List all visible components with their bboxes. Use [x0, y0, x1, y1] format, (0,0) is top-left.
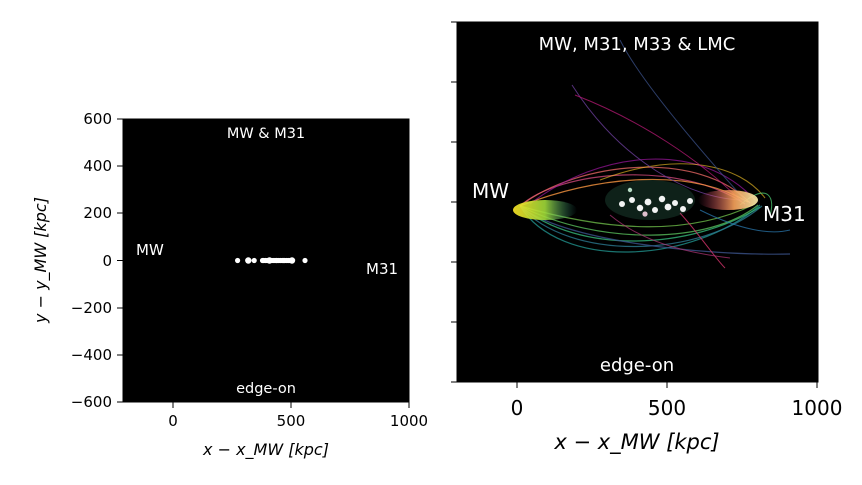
left-xtick-label: 1000 — [390, 412, 428, 430]
right-xtick-label: 1000 — [792, 396, 843, 420]
left-ytick-label: −400 — [71, 346, 112, 364]
left-chart: MW & M31 edge-on MW M31 600 400 200 0 −2… — [31, 110, 428, 460]
right-label-m31: M31 — [763, 202, 806, 226]
left-ytick-label: 400 — [83, 157, 112, 175]
right-chart-title: MW, M31, M33 & LMC — [539, 34, 736, 55]
right-label-mw: MW — [472, 179, 509, 203]
right-satellites — [619, 187, 693, 217]
left-satellite-point — [287, 257, 293, 264]
left-satellite-point — [245, 257, 252, 264]
right-x-axis: 0 500 1000 — [511, 382, 843, 420]
right-xtick-label: 0 — [511, 396, 524, 420]
right-annotation-edge-on: edge-on — [600, 355, 674, 376]
left-label-m31: M31 — [366, 260, 398, 278]
left-annotation-edge-on: edge-on — [236, 381, 296, 397]
left-satellites — [235, 257, 308, 264]
left-x-axis: 0 500 1000 — [168, 402, 428, 430]
left-satellite-point — [302, 257, 308, 264]
left-label-mw: MW — [136, 241, 164, 259]
left-xtick-label: 0 — [168, 412, 178, 430]
left-xtick-label: 500 — [277, 412, 306, 430]
left-y-axis-label: y − y_MW [kpc] — [31, 197, 51, 324]
right-plot-background — [457, 22, 818, 382]
right-y-axis — [451, 21, 457, 383]
right-chart: MW, M31, M33 & LMC edge-on MW M31 0 500 … — [451, 21, 843, 455]
left-ytick-label: 0 — [102, 252, 112, 270]
left-satellite-point — [251, 257, 257, 264]
left-ytick-label: 200 — [83, 204, 112, 222]
right-x-axis-label: x − x_MW [kpc] — [553, 430, 719, 455]
left-ytick-label: 600 — [83, 110, 112, 128]
left-y-axis: 600 400 200 0 −200 −400 −600 — [71, 110, 123, 411]
left-satellite-point — [235, 257, 241, 264]
left-ytick-label: −600 — [71, 393, 112, 411]
left-x-axis-label: x − x_MW [kpc] — [202, 440, 329, 460]
right-xtick-label: 500 — [648, 396, 686, 420]
left-ytick-label: −200 — [71, 299, 112, 317]
left-chart-title: MW & M31 — [227, 126, 305, 142]
